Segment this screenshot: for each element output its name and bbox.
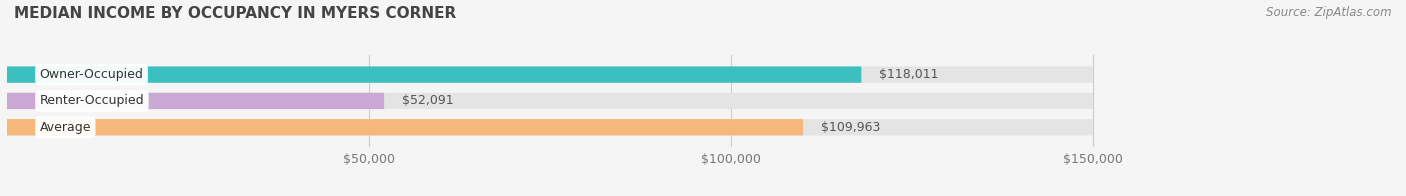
Text: $52,091: $52,091 — [402, 94, 454, 107]
Text: MEDIAN INCOME BY OCCUPANCY IN MYERS CORNER: MEDIAN INCOME BY OCCUPANCY IN MYERS CORN… — [14, 6, 457, 21]
Text: $109,963: $109,963 — [821, 121, 880, 134]
Text: Owner-Occupied: Owner-Occupied — [39, 68, 143, 81]
Text: Source: ZipAtlas.com: Source: ZipAtlas.com — [1267, 6, 1392, 19]
FancyBboxPatch shape — [7, 119, 803, 135]
Text: Renter-Occupied: Renter-Occupied — [39, 94, 145, 107]
Text: $118,011: $118,011 — [879, 68, 939, 81]
FancyBboxPatch shape — [7, 66, 862, 83]
Text: Average: Average — [39, 121, 91, 134]
FancyBboxPatch shape — [7, 119, 1092, 135]
FancyBboxPatch shape — [7, 93, 384, 109]
FancyBboxPatch shape — [7, 66, 1092, 83]
FancyBboxPatch shape — [7, 93, 1092, 109]
